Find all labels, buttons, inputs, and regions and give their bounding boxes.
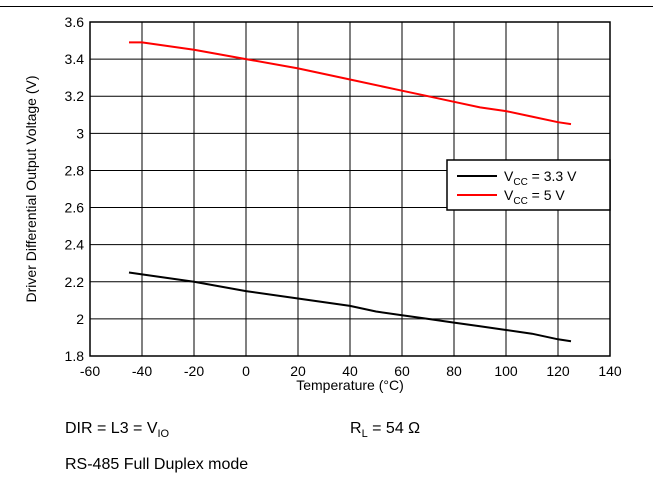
line-chart: -60 -40 -20 0 20 40 60 80 100 120 140 1.8 2 2.2 2.4 2.6…: [23, 14, 622, 393]
x-tick-label: 40: [342, 363, 358, 379]
legend-entry: VCC = 5 V: [504, 187, 565, 207]
dir-note: DIR = L3 = VIO: [65, 420, 169, 440]
x-tick-label: -40: [132, 363, 152, 379]
legend-box: [446, 159, 611, 211]
y-tick-label: 2.6: [65, 200, 85, 216]
y-tick-label: 3.6: [65, 14, 85, 30]
y-tick-label: 3.2: [65, 88, 85, 104]
rl-note: RL = 54 Ω: [350, 420, 420, 440]
x-tick-label: 60: [394, 363, 410, 379]
x-tick-label: 100: [494, 363, 518, 379]
x-tick-label: 120: [546, 363, 570, 379]
x-tick-label: -60: [80, 363, 100, 379]
y-axis-label: Driver Differential Output Voltage (V): [23, 76, 39, 303]
y-tick-label: 2.8: [65, 162, 85, 178]
series-line: [129, 41, 572, 126]
y-tick-label: 2.4: [65, 237, 85, 253]
dir-note-subscript: IO: [157, 428, 170, 440]
x-tick-label: 0: [242, 363, 250, 379]
top-rule: [0, 6, 653, 7]
series-line: [128, 271, 572, 343]
legend-entry: VCC = 3.3 V: [504, 168, 577, 188]
x-tick-label: -20: [184, 363, 204, 379]
x-tick-label: 140: [598, 363, 622, 379]
x-tick-label: 80: [446, 363, 462, 379]
rl-note-subscript: L: [361, 428, 368, 440]
y-tick-label: 3: [76, 125, 84, 141]
y-tick-label: 3.4: [65, 51, 85, 67]
mode-note: RS-485 Full Duplex mode: [65, 456, 249, 473]
x-axis-label: Temperature (°C): [296, 377, 404, 393]
x-tick-label: 20: [290, 363, 306, 379]
dir-note-text: DIR = L3 = V: [65, 420, 158, 437]
y-tick-label: 1.8: [65, 348, 85, 364]
y-tick-label: 2.2: [65, 274, 85, 290]
y-tick-label: 2: [76, 311, 84, 327]
rl-note-text: R: [350, 420, 362, 437]
rl-note-value: = 54 Ω: [367, 420, 421, 437]
